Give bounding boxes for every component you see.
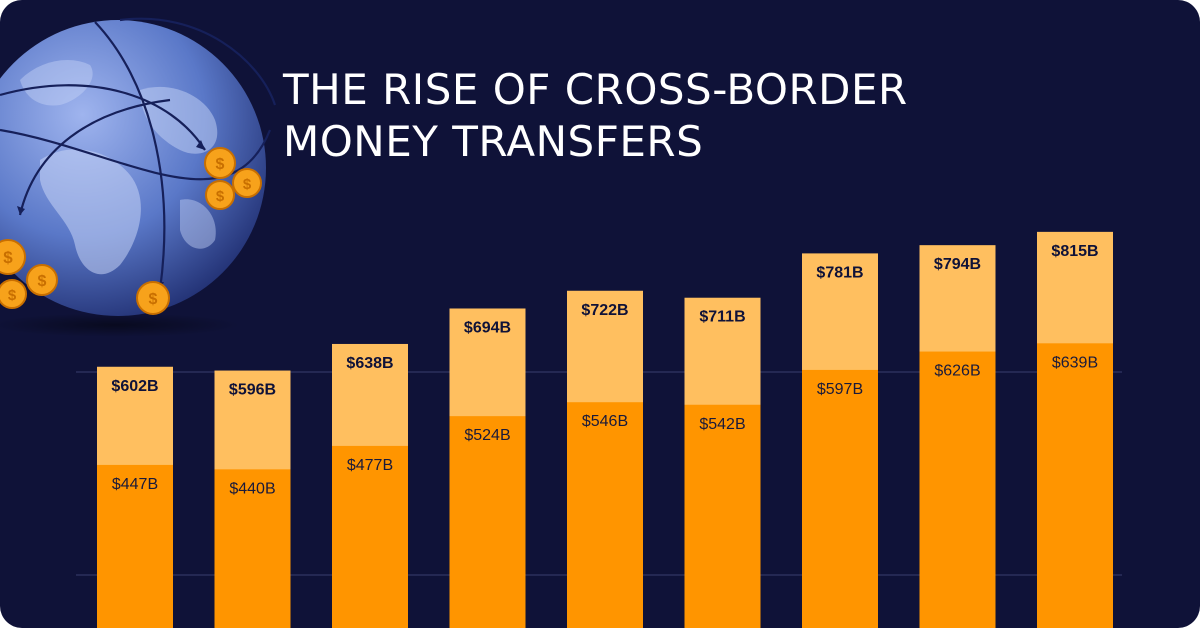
bar-base — [684, 404, 761, 628]
bar-base-label: $440B — [229, 480, 275, 497]
svg-text:$: $ — [3, 248, 13, 267]
bar-total-label: $711B — [699, 309, 745, 326]
bar-group: $794B $626B — [919, 245, 996, 628]
bar-base-label: $626B — [934, 363, 980, 380]
svg-text:$: $ — [149, 291, 158, 308]
bar-total-label: $602B — [111, 378, 158, 395]
svg-text:$: $ — [8, 287, 17, 304]
bar-group: $694B $524B — [449, 308, 526, 628]
bar-total-label: $781B — [816, 264, 863, 281]
bar-base — [97, 464, 173, 628]
dollar-coin-icon: $ — [0, 279, 27, 309]
bar-base — [1037, 343, 1113, 628]
bar-base-label: $546B — [582, 413, 628, 430]
globe-icon — [0, 20, 266, 316]
bar-base-label: $477B — [347, 457, 393, 474]
bar-group: $722B $546B — [567, 290, 643, 628]
bar-total-label: $596B — [229, 382, 276, 399]
bar-base-label: $447B — [112, 476, 158, 493]
chart-title: THE RISE OF CROSS-BORDER MONEY TRANSFERS — [283, 64, 908, 168]
chart-title-line-1: THE RISE OF CROSS-BORDER — [283, 65, 908, 114]
bar-group: $602B $447B — [97, 366, 173, 628]
bar-group: $638B $477B — [332, 343, 408, 628]
svg-text:$: $ — [243, 176, 252, 193]
bar-total-label: $722B — [581, 302, 628, 319]
bar-base — [332, 445, 408, 628]
dollar-coin-icon: $ — [232, 168, 262, 198]
bar-total-label: $694B — [464, 319, 511, 336]
dollar-coin-icon: $ — [0, 239, 26, 275]
bar-base — [802, 369, 878, 628]
bars: $602B $447B $596B $440B $638B $477B $694B $524B… — [97, 231, 1113, 628]
bar-base — [449, 416, 526, 628]
bar-group: $815B $639B — [1037, 231, 1113, 628]
bar-group: $711B $542B — [684, 297, 761, 628]
globe-illustration: $ $ $ $ $ $ $ — [0, 17, 277, 337]
bar-base — [214, 469, 291, 628]
bar-total-label: $638B — [346, 355, 393, 372]
bar-base — [919, 351, 996, 628]
dollar-coin-icon: $ — [204, 147, 236, 179]
svg-text:$: $ — [216, 156, 225, 173]
dollar-coin-icon: $ — [205, 180, 235, 210]
dollar-coin-icon: $ — [136, 281, 170, 315]
bar-group: $781B $597B — [802, 253, 878, 628]
bar-base-label: $597B — [817, 381, 863, 398]
bar-total-label: $794B — [934, 256, 981, 273]
bar-base-label: $524B — [464, 427, 510, 444]
chart-title-line-2: MONEY TRANSFERS — [283, 117, 704, 166]
bar-total-label: $815B — [1051, 243, 1098, 260]
bar-base — [567, 402, 643, 628]
svg-text:$: $ — [216, 188, 225, 205]
bar-group: $596B $440B — [214, 370, 291, 628]
dollar-coin-icon: $ — [26, 264, 58, 296]
coin-group: $ $ $ $ $ $ $ — [0, 147, 262, 315]
svg-text:$: $ — [38, 273, 47, 290]
bar-base-label: $542B — [699, 416, 745, 433]
bar-base-label: $639B — [1052, 354, 1098, 371]
